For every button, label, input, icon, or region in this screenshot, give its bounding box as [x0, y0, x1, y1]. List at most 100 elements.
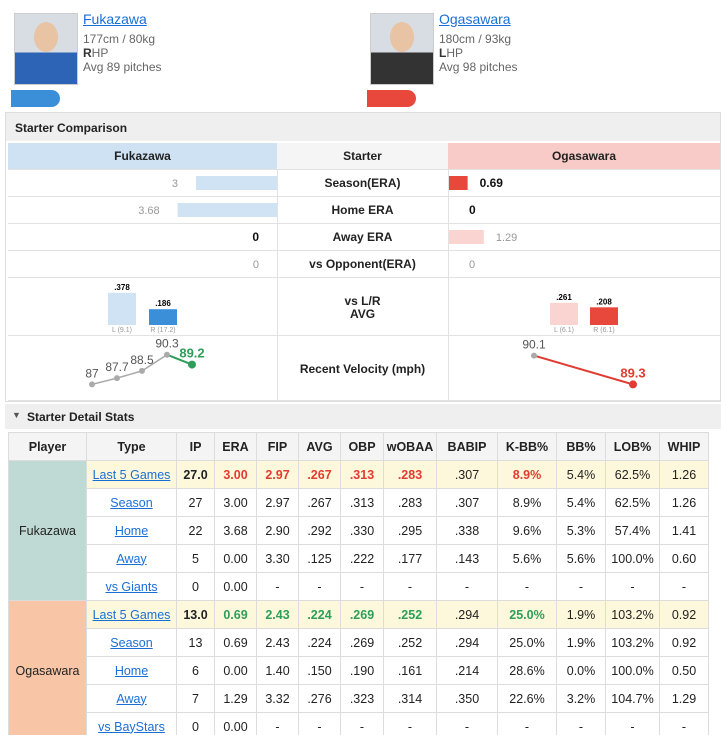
stat-cell: 1.29	[214, 684, 257, 713]
type-link[interactable]: Season	[110, 635, 153, 650]
hand: R	[83, 46, 92, 60]
hand-rest: HP	[91, 46, 109, 60]
stat-cell: 8.9%	[497, 488, 557, 517]
collapse-icon: ▼	[12, 410, 21, 420]
type-cell: Home	[86, 656, 177, 685]
stat-cell: 100.0%	[605, 544, 660, 573]
type-link[interactable]: Last 5 Games	[92, 467, 171, 482]
stat-cell: 2.97	[256, 488, 299, 517]
player-size: 180cm / 93kg	[439, 32, 512, 46]
stat-cell: 2.90	[256, 516, 299, 545]
type-cell: Last 5 Games	[86, 460, 177, 489]
stats-row: Away 5 0.00 3.30.125.222.177.143 5.6% 5.6% 100…	[9, 544, 709, 573]
row-label: Away ERA	[332, 230, 393, 244]
type-link[interactable]: Away	[116, 551, 147, 566]
player-hand: RHP	[83, 46, 183, 60]
section-title: Starter Detail Stats	[27, 410, 135, 424]
hand-rest: HP	[446, 46, 464, 60]
stat-cell: -	[659, 572, 709, 601]
stat-cell: -	[298, 712, 341, 735]
stat-cell: .224	[298, 600, 341, 629]
stat-cell: 0.92	[659, 600, 709, 629]
stat-cell: 9.6%	[497, 516, 557, 545]
stats-row: Season 13 0.69 2.43.224.269.252.294 25.0% 1.9…	[9, 628, 709, 657]
col-line	[277, 169, 278, 400]
stat-cell: 27	[176, 488, 215, 517]
stat-cell: -	[383, 712, 437, 735]
type-cell: Season	[86, 628, 177, 657]
stat-cell: .190	[340, 656, 384, 685]
row-label: vs Opponent(ERA)	[309, 257, 416, 271]
thead: Player Type IP ERA FIP AVG OBP wOBAA BABIP K-BB% B…	[8, 432, 709, 461]
stat-cell: 22.6%	[497, 684, 557, 713]
stat-cell: 0.00	[214, 712, 257, 735]
stat-cell: 0.00	[214, 572, 257, 601]
player-color	[367, 90, 416, 107]
stat-cell: 5.6%	[497, 544, 557, 573]
stat-cell: 2.97	[256, 460, 299, 489]
type-cell: Away	[86, 684, 177, 713]
player-face	[34, 22, 58, 52]
stat-cell: .313	[340, 460, 384, 489]
column-header: AVG	[298, 432, 341, 461]
stat-cell: 3.2%	[556, 684, 606, 713]
column-header: Type	[86, 432, 177, 461]
stat-cell: .294	[436, 628, 498, 657]
stat-cell: 6	[176, 656, 215, 685]
type-link[interactable]: Season	[110, 495, 153, 510]
stat-cell: -	[256, 572, 299, 601]
type-link[interactable]: vs BayStars	[98, 719, 165, 734]
stat-cell: 3.68	[214, 516, 257, 545]
type-link[interactable]: Away	[116, 691, 147, 706]
row-label: vs L/R	[344, 294, 381, 308]
stat-cell: .252	[383, 628, 437, 657]
player-pitches: Avg 98 pitches	[439, 60, 518, 74]
stats-table: Player Type IP ERA FIP AVG OBP wOBAA BABIP K-BB% B…	[8, 432, 709, 735]
stat-cell: -	[340, 712, 384, 735]
stat-cell: 5.4%	[556, 488, 606, 517]
stat-cell: -	[298, 572, 341, 601]
stat-cell: 7	[176, 684, 215, 713]
stat-cell: 1.41	[659, 516, 709, 545]
column-header: BABIP	[436, 432, 498, 461]
column-header: OBP	[340, 432, 384, 461]
row-line	[8, 169, 720, 170]
player-name[interactable]: Fukazawa	[83, 11, 147, 27]
stat-cell: 0.50	[659, 656, 709, 685]
player-face	[390, 22, 414, 52]
stat-cell: .143	[436, 544, 498, 573]
stat-cell: 28.6%	[497, 656, 557, 685]
player-name[interactable]: Ogasawara	[439, 11, 511, 27]
stat-cell: .283	[383, 460, 437, 489]
stat-cell: 22	[176, 516, 215, 545]
stat-cell: .267	[298, 488, 341, 517]
stat-cell: 3.00	[214, 488, 257, 517]
type-cell: Away	[86, 544, 177, 573]
type-link[interactable]: Home	[114, 523, 149, 538]
row-line	[8, 335, 720, 336]
column-header: Player	[8, 432, 87, 461]
stat-cell: 1.29	[659, 684, 709, 713]
stat-cell: 0	[176, 572, 215, 601]
row-line	[8, 400, 720, 401]
stat-cell: .224	[298, 628, 341, 657]
stat-cell: 5	[176, 544, 215, 573]
stat-cell: .313	[340, 488, 384, 517]
stat-cell: 1.9%	[556, 600, 606, 629]
stat-cell: .267	[298, 460, 341, 489]
type-link[interactable]: vs Giants	[105, 579, 158, 594]
type-link[interactable]: Last 5 Games	[92, 607, 171, 622]
player-cell: Ogasawara	[8, 600, 87, 735]
header-text: Ogasawara	[551, 149, 617, 163]
header-cell: Ogasawara	[448, 143, 720, 169]
stat-cell: -	[383, 572, 437, 601]
stat-cell: 62.5%	[605, 488, 660, 517]
stat-cell: .283	[383, 488, 437, 517]
player-cell: Fukazawa	[8, 460, 87, 601]
stat-cell: -	[556, 712, 606, 735]
type-link[interactable]: Home	[114, 663, 149, 678]
header-cell: Starter	[277, 143, 448, 169]
stat-cell: .350	[436, 684, 498, 713]
stat-cell: .338	[436, 516, 498, 545]
